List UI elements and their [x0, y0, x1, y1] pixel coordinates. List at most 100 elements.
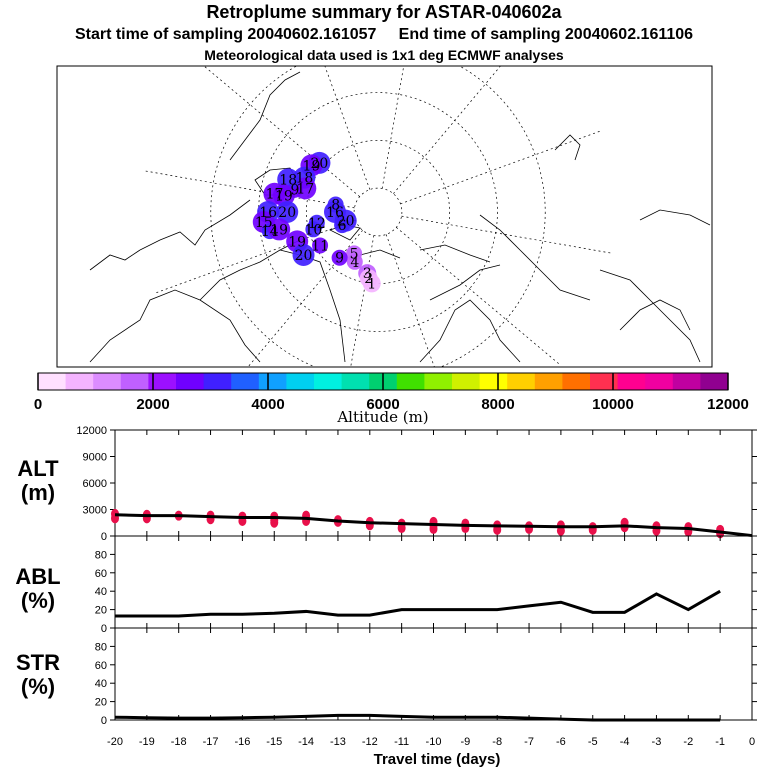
plume-marker: [263, 182, 286, 205]
y-tick-label: 3000: [83, 505, 107, 517]
latitude-circle: [210, 66, 546, 367]
met-data-label: Meteorological data used is 1x1 deg ECMW…: [204, 47, 564, 63]
latitude-circle: [353, 187, 403, 237]
plume-day-label: 9: [290, 183, 299, 199]
colorbar-tick-label: 0: [34, 396, 42, 413]
meridian-line: [396, 227, 562, 366]
altitude-colorbar: 0 2000 4000 6000 8000 10000 12000 Altitude (m): [34, 372, 749, 426]
x-tick-label: -16: [234, 736, 250, 748]
sampling-times: Start time of sampling 20040602.161057 E…: [0, 26, 768, 44]
x-tick-label: -8: [492, 736, 502, 748]
x-tick-label: -3: [652, 736, 662, 748]
y-tick-label: 20: [95, 697, 107, 709]
plume-day-label: 16: [326, 205, 344, 221]
colorbar-swatch: [479, 373, 508, 390]
x-tick-label: 0: [749, 736, 755, 748]
colorbar-swatch: [148, 373, 177, 390]
plume-day-label: 5: [350, 246, 359, 262]
meridian-line: [153, 219, 356, 295]
altitude-point: [397, 523, 406, 534]
plume-marker: [346, 253, 363, 270]
colorbar-tick-label: 4000: [251, 396, 284, 413]
plume-marker: [362, 274, 381, 293]
colorbar-tick-label: 2000: [136, 396, 169, 413]
y-tick-label: 60: [95, 660, 107, 672]
colorbar-swatch: [231, 373, 260, 390]
plume-day-label: 17: [266, 187, 284, 203]
plume-day-labels: 2065432192019181791819201716151419201916…: [255, 156, 376, 293]
y-tick-label: 0: [101, 531, 107, 543]
plume-cluster-markers: [252, 151, 381, 293]
abl-panel-label: ABL: [15, 564, 60, 589]
colorbar-swatch: [120, 373, 149, 390]
y-tick-label: 12000: [76, 425, 107, 437]
meridian-line: [401, 215, 614, 254]
y-tick-label: 9000: [83, 452, 107, 464]
colorbar-swatch: [672, 373, 701, 390]
alt-panel-unit: (m): [21, 480, 55, 505]
plume-day-label: 1: [367, 276, 376, 292]
colorbar-swatch: [258, 373, 287, 390]
x-axis-label: Travel time (days): [374, 751, 501, 768]
plume-day-label: 19: [288, 234, 306, 250]
plume-marker: [327, 196, 344, 213]
plume-day-label: 19: [303, 158, 321, 174]
plume-day-label: 18: [279, 172, 297, 188]
colorbar-swatch: [396, 373, 425, 390]
x-tick-label: -18: [171, 736, 187, 748]
plume-day-label: 15: [255, 215, 273, 231]
plume-day-label: 20: [295, 248, 313, 264]
meridian-line: [203, 66, 360, 197]
x-tick-label: -14: [298, 736, 314, 748]
x-tick-label: -1: [715, 736, 725, 748]
altitude-point: [270, 517, 279, 528]
x-tick-label: -2: [683, 736, 693, 748]
colorbar-swatch: [645, 373, 674, 390]
x-tick-label: -5: [588, 736, 598, 748]
x-tick-label: -19: [139, 736, 155, 748]
x-tick-label: -13: [330, 736, 346, 748]
colorbar-swatch: [314, 373, 343, 390]
plume-day-label: 20: [311, 156, 329, 172]
colorbar-tick-label: 10000: [592, 396, 634, 413]
y-tick-label: 80: [95, 549, 107, 561]
plume-day-label: 19: [275, 188, 293, 204]
meridian-line: [400, 129, 603, 205]
x-tick-label: -20: [107, 736, 123, 748]
colorbar-tick-label: 6000: [366, 396, 399, 413]
colorbar-swatch: [507, 373, 536, 390]
alt-panel-label: ALT: [17, 456, 59, 481]
abl-series-line: [115, 589, 721, 618]
plume-day-label: 6: [338, 218, 347, 234]
x-tick-label: -17: [203, 736, 219, 748]
latitude-circle: [305, 139, 451, 285]
colorbar-swatch: [65, 373, 94, 390]
meridian-line: [324, 66, 371, 190]
plume-day-label: 14: [261, 224, 279, 240]
plume-day-label: 2: [364, 271, 373, 287]
meridian-line: [381, 66, 405, 189]
x-tick-label: -7: [524, 736, 534, 748]
plume-marker: [305, 221, 322, 238]
str-panel-unit: (%): [21, 674, 55, 699]
colorbar-swatch: [452, 373, 481, 390]
abl-panel-unit: (%): [21, 588, 55, 613]
y-tick-label: 0: [101, 715, 107, 727]
abl-panel: 0 20 40 60 80: [95, 535, 757, 635]
x-tick-label: -9: [460, 736, 470, 748]
plume-marker: [331, 249, 348, 266]
y-tick-label: 0: [101, 623, 107, 635]
colorbar-swatch: [176, 373, 205, 390]
colorbar-swatch: [424, 373, 453, 390]
plume-day-label: 11: [311, 238, 329, 254]
end-time-label: End time of sampling 20040602.161106: [398, 26, 694, 43]
plume-day-label: 3: [363, 266, 372, 282]
plume-day-label: 20: [278, 205, 296, 221]
colorbar-swatch: [562, 373, 591, 390]
str-panel: 0 20 40 60 80: [95, 627, 757, 727]
y-tick-label: 40: [95, 586, 107, 598]
meridian-line: [142, 170, 355, 209]
plume-day-label: 8: [331, 198, 340, 214]
y-tick-label: 20: [95, 605, 107, 617]
str-panel-label: STR: [16, 650, 60, 675]
